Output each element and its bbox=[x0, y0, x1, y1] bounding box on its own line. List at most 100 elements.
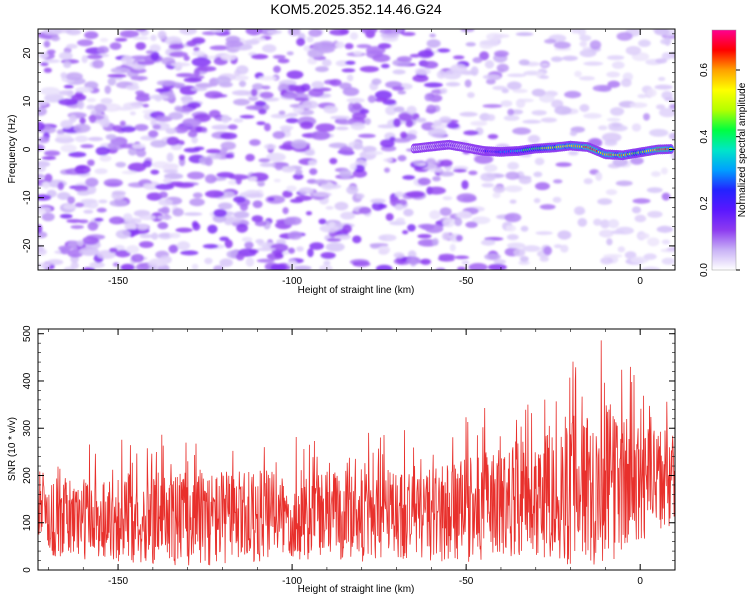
noise-blob bbox=[631, 123, 642, 132]
noise-blob bbox=[402, 175, 416, 180]
colorbar-tick-label: 0.6 bbox=[699, 63, 710, 77]
noise-blob bbox=[306, 36, 314, 43]
noise-blob bbox=[463, 130, 479, 136]
noise-blob bbox=[187, 101, 201, 109]
noise-blob bbox=[261, 85, 271, 90]
noise-blob bbox=[142, 103, 150, 108]
noise-blob bbox=[187, 130, 198, 138]
noise-blob bbox=[359, 108, 370, 115]
noise-blob bbox=[410, 112, 420, 121]
noise-blob bbox=[195, 126, 203, 133]
noise-blob bbox=[506, 234, 519, 241]
noise-blob bbox=[403, 208, 414, 217]
noise-blob bbox=[492, 85, 507, 91]
noise-blob bbox=[264, 143, 277, 150]
noise-blob bbox=[312, 42, 323, 51]
noise-blob bbox=[409, 53, 422, 58]
noise-blob bbox=[304, 149, 316, 156]
y-tick-label: 0 bbox=[22, 146, 33, 152]
x-tick-label: -100 bbox=[282, 576, 302, 587]
noise-blob bbox=[250, 88, 258, 97]
x-tick-label: -50 bbox=[459, 576, 474, 587]
noise-blob bbox=[259, 162, 273, 168]
noise-blob bbox=[60, 72, 68, 79]
noise-blob bbox=[461, 260, 470, 265]
noise-blob bbox=[239, 114, 255, 119]
noise-blob bbox=[40, 62, 49, 67]
noise-blob bbox=[329, 78, 342, 87]
noise-blob bbox=[38, 52, 49, 59]
noise-blob bbox=[245, 105, 264, 111]
noise-blob bbox=[172, 208, 184, 217]
noise-blob bbox=[114, 37, 128, 42]
noise-blob bbox=[358, 133, 376, 138]
noise-blob bbox=[278, 110, 286, 115]
spectrogram-noise bbox=[38, 29, 675, 270]
noise-blob bbox=[38, 194, 52, 201]
noise-blob bbox=[258, 158, 271, 163]
noise-blob bbox=[374, 90, 392, 100]
snr-series-line bbox=[38, 340, 675, 566]
noise-blob bbox=[307, 48, 324, 58]
noise-blob bbox=[385, 213, 394, 221]
spectrogram-y-label: Frequency (Hz) bbox=[7, 115, 18, 184]
noise-blob bbox=[71, 93, 87, 102]
noise-blob bbox=[406, 256, 421, 265]
noise-blob bbox=[41, 212, 55, 222]
noise-blob bbox=[226, 217, 242, 223]
noise-blob bbox=[355, 193, 365, 199]
noise-blob bbox=[407, 224, 416, 232]
noise-blob bbox=[278, 144, 296, 150]
noise-blob bbox=[531, 110, 547, 116]
noise-blob bbox=[244, 39, 260, 45]
noise-blob bbox=[122, 102, 143, 110]
noise-blob bbox=[496, 63, 509, 73]
noise-blob bbox=[87, 136, 104, 142]
noise-blob bbox=[329, 157, 338, 165]
noise-blob bbox=[227, 124, 238, 130]
noise-blob bbox=[216, 172, 235, 178]
noise-blob bbox=[420, 258, 432, 265]
noise-blob bbox=[165, 127, 177, 135]
noise-blob bbox=[660, 248, 675, 253]
noise-blob bbox=[615, 226, 634, 235]
noise-blob bbox=[314, 179, 328, 186]
noise-blob bbox=[163, 173, 184, 180]
noise-blob bbox=[282, 190, 293, 198]
noise-blob bbox=[512, 88, 528, 94]
noise-blob bbox=[176, 241, 191, 251]
noise-blob bbox=[157, 215, 173, 220]
noise-blob bbox=[661, 52, 673, 60]
noise-blob bbox=[579, 76, 595, 81]
noise-blob bbox=[429, 33, 436, 38]
noise-blob bbox=[544, 38, 557, 44]
y-tick-label: 200 bbox=[22, 467, 33, 484]
noise-blob bbox=[353, 50, 363, 56]
spectrogram-signal-track bbox=[410, 139, 675, 161]
noise-blob bbox=[606, 55, 625, 61]
noise-blob bbox=[346, 185, 359, 195]
noise-blob bbox=[360, 29, 378, 34]
noise-blob bbox=[150, 140, 167, 148]
noise-blob bbox=[218, 202, 233, 210]
noise-blob bbox=[279, 125, 294, 131]
noise-blob bbox=[436, 48, 451, 53]
noise-blob bbox=[186, 40, 197, 47]
noise-blob bbox=[522, 119, 542, 124]
noise-blob bbox=[292, 173, 304, 180]
noise-blob bbox=[480, 172, 496, 182]
noise-blob bbox=[165, 36, 182, 46]
noise-blob bbox=[396, 56, 413, 62]
noise-blob bbox=[539, 204, 556, 210]
noise-blob bbox=[493, 259, 506, 265]
colorbar-tick-label: 0.4 bbox=[699, 129, 710, 143]
noise-blob bbox=[74, 185, 89, 192]
noise-blob bbox=[294, 97, 310, 102]
spectrogram-x-ticks: -150 -100 -50 0 bbox=[48, 29, 676, 287]
noise-blob bbox=[607, 219, 620, 229]
noise-blob bbox=[295, 195, 313, 201]
noise-blob bbox=[543, 246, 553, 256]
snr-y-ticks: 0 100 200 300 400 500 bbox=[22, 325, 675, 573]
noise-blob bbox=[461, 180, 469, 190]
noise-blob bbox=[522, 245, 541, 252]
